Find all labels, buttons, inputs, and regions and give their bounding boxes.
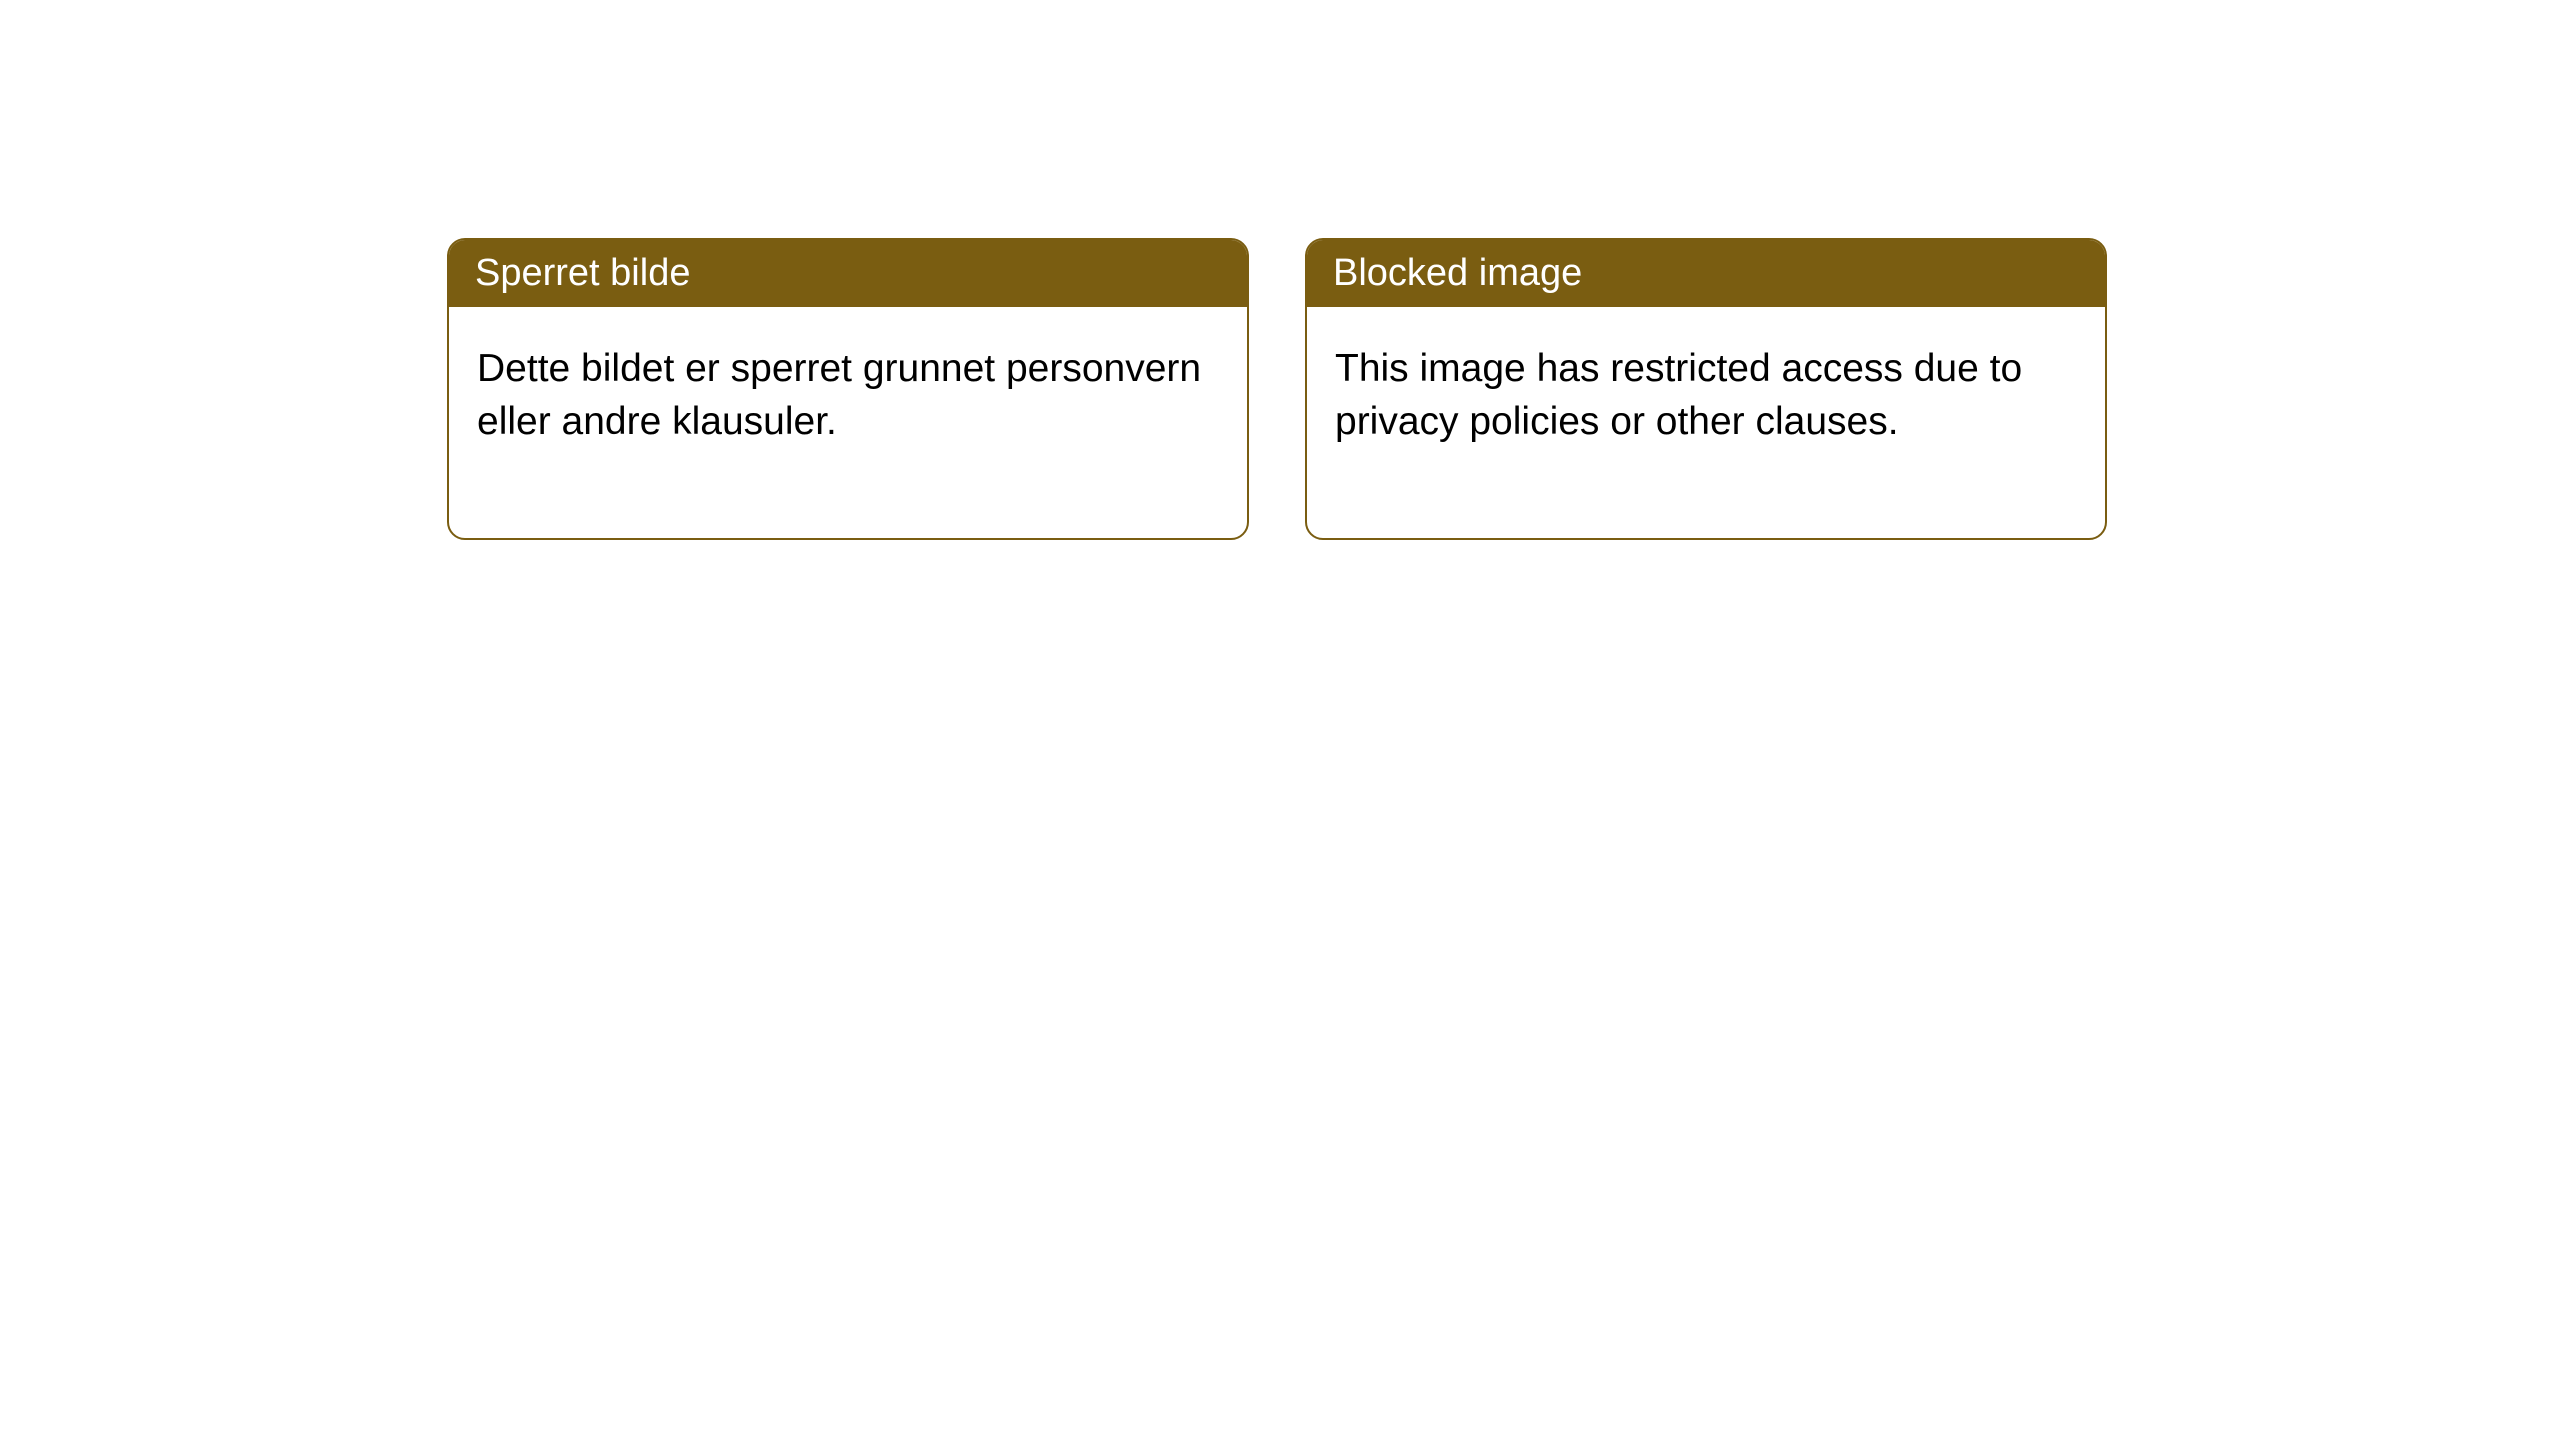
card-title: Blocked image (1333, 252, 1582, 294)
notice-card-norwegian: Sperret bilde Dette bildet er sperret gr… (447, 238, 1249, 540)
notice-cards-container: Sperret bilde Dette bildet er sperret gr… (447, 238, 2107, 540)
card-body-text: Dette bildet er sperret grunnet personve… (477, 347, 1201, 443)
card-body: Dette bildet er sperret grunnet personve… (449, 307, 1247, 538)
card-body: This image has restricted access due to … (1307, 307, 2105, 538)
card-title: Sperret bilde (475, 252, 690, 294)
card-header: Sperret bilde (449, 240, 1247, 307)
card-header: Blocked image (1307, 240, 2105, 307)
notice-card-english: Blocked image This image has restricted … (1305, 238, 2107, 540)
card-body-text: This image has restricted access due to … (1335, 347, 2022, 443)
